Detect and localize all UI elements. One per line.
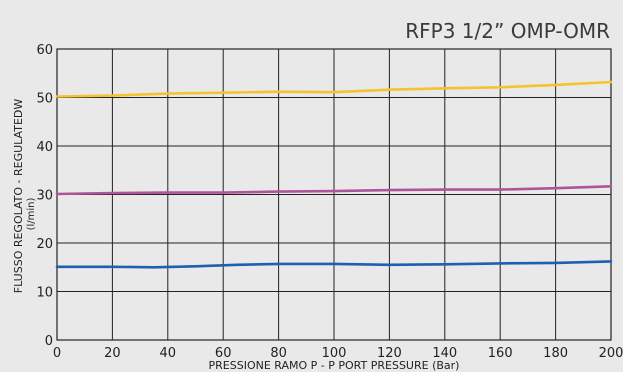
y-tick-label: 60 <box>36 43 53 58</box>
y-tick-label: 30 <box>36 189 53 204</box>
y-tick-label: 50 <box>36 92 53 107</box>
x-tick-label: 200 <box>599 346 623 361</box>
series-group <box>55 80 613 269</box>
y-tick-label: 20 <box>36 237 53 252</box>
x-tick-label: 60 <box>215 346 232 361</box>
y-tick-label: 10 <box>36 286 53 301</box>
series-line-3 <box>55 260 613 269</box>
x-tick-label: 140 <box>432 346 457 361</box>
x-tick-label: 120 <box>377 346 402 361</box>
y-tick-label: 40 <box>36 140 53 155</box>
x-tick-label: 180 <box>543 346 568 361</box>
tick-labels: 0 20 40 60 80 100 120 140 160 180 200 0 10 20 30 40 50 60 <box>36 43 623 361</box>
x-tick-label: 0 <box>53 346 61 361</box>
x-tick-label: 20 <box>104 346 121 361</box>
y-tick-label: 0 <box>45 334 53 349</box>
x-tick-label: 40 <box>160 346 177 361</box>
series-line-2 <box>55 185 613 196</box>
x-tick-label: 160 <box>488 346 513 361</box>
grid <box>56 48 612 341</box>
x-tick-label: 80 <box>270 346 287 361</box>
x-tick-label: 100 <box>322 346 347 361</box>
y-axis-label: FLUSSO REGOLATO - REGULATEDW <box>12 99 25 294</box>
y-axis-label-group: FLUSSO REGOLATO - REGULATEDW (l/min) <box>12 99 37 294</box>
chart-title: RFP3 1/2” OMP-OMR <box>405 19 610 43</box>
y-axis-unit: (l/min) <box>26 198 37 231</box>
series-line-1 <box>55 80 613 98</box>
x-axis-label: PRESSIONE RAMO P - P PORT PRESSURE (Bar) <box>209 359 460 372</box>
